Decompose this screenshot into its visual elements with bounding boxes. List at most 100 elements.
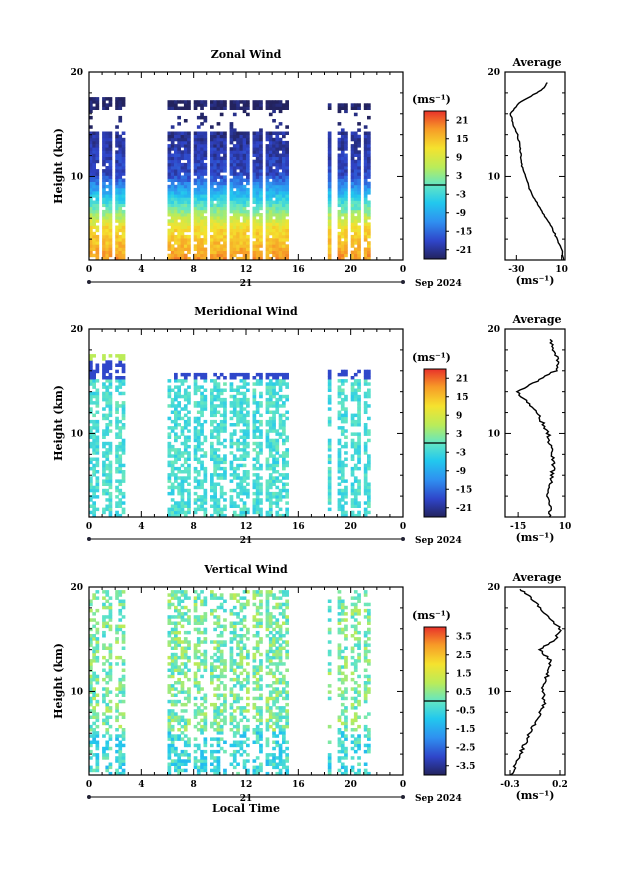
heatmap-cell xyxy=(236,444,240,449)
heatmap-cell xyxy=(242,147,247,151)
heatmap-cell xyxy=(275,194,280,198)
heatmap-cell xyxy=(210,140,214,145)
heatmap-cell xyxy=(236,504,240,508)
heatmap-cell xyxy=(118,454,123,458)
heatmap-cell xyxy=(118,690,123,694)
heatmap-cell xyxy=(363,231,368,236)
heatmap-cell xyxy=(187,615,191,619)
heatmap-cell xyxy=(282,404,286,408)
heatmap-cell xyxy=(167,184,172,189)
heatmap-cell xyxy=(357,466,361,471)
heatmap-cell xyxy=(102,156,106,161)
heatmap-cell xyxy=(229,385,234,389)
heatmap-cell xyxy=(259,684,263,688)
heatmap-cell xyxy=(272,470,276,474)
heatmap-cell xyxy=(115,466,119,471)
heatmap-cell xyxy=(105,172,110,176)
heatmap-cell xyxy=(259,197,263,201)
heatmap-cell xyxy=(193,244,198,248)
heatmap-cell xyxy=(89,435,93,439)
heatmap-cell xyxy=(89,125,93,129)
heatmap-cell xyxy=(242,222,247,226)
heatmap-cell xyxy=(285,100,289,104)
heatmap-cell xyxy=(210,184,214,189)
heatmap-cell xyxy=(174,479,178,483)
heatmap-cell xyxy=(278,209,283,214)
heatmap-cell xyxy=(118,194,123,198)
heatmap-cell xyxy=(272,404,276,408)
heatmap-cell xyxy=(89,382,93,386)
heatmap-cell xyxy=(282,495,286,499)
heatmap-cell xyxy=(102,630,106,635)
heatmap-cell xyxy=(255,209,260,214)
heatmap-cell xyxy=(170,596,175,600)
heatmap-cell xyxy=(285,253,289,258)
heatmap-cell xyxy=(115,241,119,245)
heatmap-cell xyxy=(350,498,355,502)
heatmap-cell xyxy=(282,457,286,461)
heatmap-cell xyxy=(167,765,172,770)
heatmap-cell xyxy=(272,241,276,245)
heatmap-cell xyxy=(216,153,221,157)
heatmap-cell xyxy=(246,256,250,261)
heatmap-cell xyxy=(95,247,100,251)
heatmap-cell xyxy=(268,184,273,189)
heatmap-cell xyxy=(118,385,123,389)
colorbar-tick-label: -9 xyxy=(456,467,466,477)
heatmap-cell xyxy=(223,419,227,424)
heatmap-cell xyxy=(95,253,100,258)
heatmap-cell xyxy=(259,485,263,490)
heatmap-cell xyxy=(196,203,201,208)
heatmap-cell xyxy=(265,696,270,701)
heatmap-cell xyxy=(236,225,240,229)
heatmap-cell xyxy=(200,256,204,261)
heatmap-cell xyxy=(193,627,198,632)
heatmap-cell xyxy=(203,627,208,632)
heatmap-cell xyxy=(252,194,257,198)
heatmap-cell xyxy=(203,637,208,641)
heatmap-cell xyxy=(170,488,175,493)
heatmap-cell xyxy=(121,624,126,629)
heatmap-cell xyxy=(177,162,181,167)
heatmap-cell xyxy=(340,473,345,477)
heatmap-cell xyxy=(327,184,332,189)
heatmap-cell xyxy=(252,507,257,512)
heatmap-cell xyxy=(278,219,283,223)
x-tick-label: 0 xyxy=(400,522,406,532)
heatmap-cell xyxy=(105,244,110,248)
heatmap-cell xyxy=(121,495,126,499)
heatmap-cell xyxy=(200,175,204,179)
heatmap-cell xyxy=(92,379,96,383)
heatmap-cell xyxy=(344,444,348,449)
heatmap-cell xyxy=(115,596,119,600)
heatmap-cell xyxy=(255,454,260,458)
heatmap-cell xyxy=(118,426,123,430)
heatmap-cell xyxy=(255,734,260,738)
heatmap-cell xyxy=(223,150,227,154)
heatmap-cell xyxy=(183,100,188,104)
heatmap-cell xyxy=(187,222,191,226)
heatmap-cell xyxy=(367,137,371,142)
heatmap-cell xyxy=(275,172,280,176)
heatmap-cell xyxy=(183,749,188,754)
heatmap-cell xyxy=(272,187,276,192)
heatmap-cell xyxy=(108,228,113,233)
heatmap-cell xyxy=(272,194,276,198)
heatmap-cell xyxy=(89,150,93,154)
heatmap-cell xyxy=(121,416,126,421)
heatmap-cell xyxy=(340,162,345,167)
heatmap-cell xyxy=(177,501,181,505)
heatmap-cell xyxy=(108,677,113,682)
heatmap-cell xyxy=(180,175,185,179)
colorbar-tick-label: 3 xyxy=(456,172,462,182)
heatmap-cell xyxy=(95,194,100,198)
heatmap-cell xyxy=(108,216,113,220)
heatmap-cell xyxy=(265,652,270,657)
heatmap-cell xyxy=(252,646,257,650)
heatmap-cell xyxy=(167,253,172,258)
heatmap-cell xyxy=(282,219,286,223)
heatmap-cell xyxy=(102,363,106,367)
heatmap-cell xyxy=(118,441,123,446)
heatmap-cell xyxy=(105,504,110,508)
heatmap-cell xyxy=(213,206,217,211)
